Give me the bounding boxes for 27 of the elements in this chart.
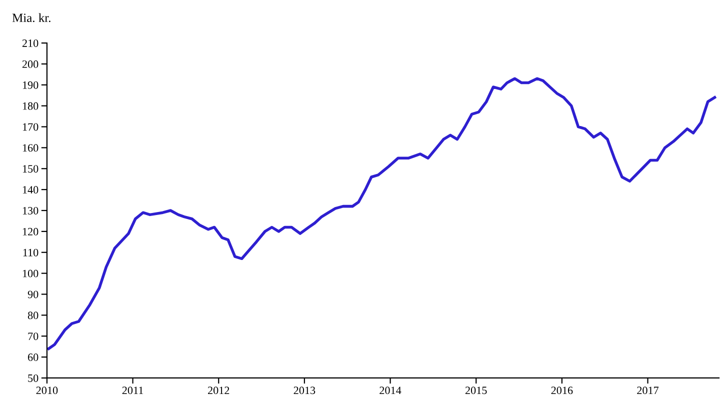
y-tick-label: 120 <box>22 228 38 236</box>
x-tick-label: 2017 <box>637 386 659 394</box>
x-tick-label: 2010 <box>36 386 58 394</box>
y-tick-label: 90 <box>28 290 38 298</box>
y-tick-label: 160 <box>22 144 38 152</box>
x-tick-label: 2014 <box>380 386 402 394</box>
x-tick-label: 2012 <box>208 386 230 394</box>
y-tick-label: 180 <box>22 102 38 110</box>
y-tick-label: 60 <box>28 354 38 362</box>
y-tick-label: 150 <box>22 165 38 173</box>
y-tick-label: 80 <box>28 312 38 320</box>
y-tick-label: 70 <box>28 332 38 340</box>
y-tick-label: 170 <box>22 123 38 131</box>
y-axis-title: Mia. kr. <box>12 13 50 22</box>
y-tick-label: 110 <box>23 248 38 256</box>
x-tick-label: 2016 <box>551 386 573 394</box>
y-tick-label: 50 <box>28 374 38 382</box>
x-tick-label: 2015 <box>465 386 487 394</box>
y-tick-label: 140 <box>22 186 38 194</box>
y-tick-label: 100 <box>22 270 38 278</box>
x-tick-label: 2011 <box>122 386 144 394</box>
y-tick-label: 210 <box>22 39 38 47</box>
y-tick-label: 130 <box>22 206 38 214</box>
y-tick-label: 190 <box>22 81 38 89</box>
line-series <box>47 77 716 350</box>
y-tick-label: 200 <box>22 60 38 68</box>
x-tick-label: 2013 <box>294 386 316 394</box>
